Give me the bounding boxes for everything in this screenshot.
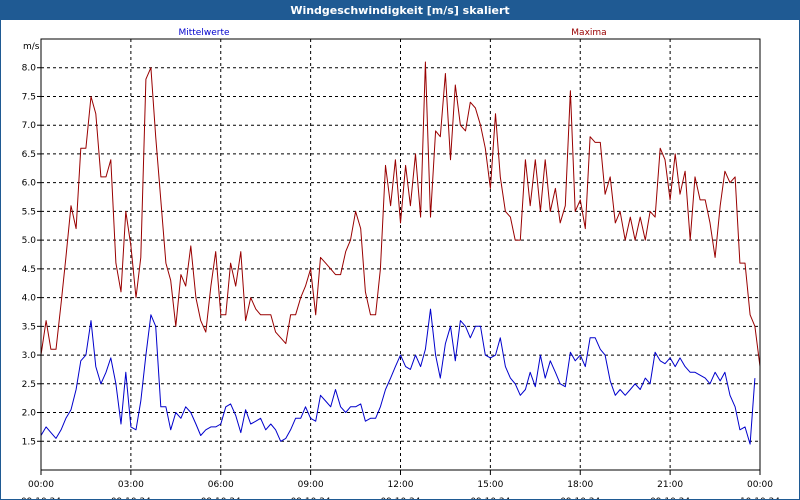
x-tick-date: 09.10.24 xyxy=(650,497,690,499)
plot-frame xyxy=(40,38,761,471)
x-tick-time: 21:00 xyxy=(657,480,683,490)
y-tick-label: 1.5 xyxy=(22,437,36,447)
y-tick-label: 8.0 xyxy=(22,64,37,74)
series-line-mittelwerte xyxy=(40,308,756,445)
x-tick-time: 00:00 xyxy=(747,480,773,490)
x-tick-date: 09.10.24 xyxy=(21,497,61,499)
series-line-maxima xyxy=(40,61,761,368)
y-axis: 1.5 2.0 2.5 3.0 3.5 4.0 4.5 5.0 5.5 6.0 6.5 7.0 7.5 8… xyxy=(22,64,41,447)
window-title: Windgeschwindigkeit [m/s] skaliert xyxy=(1,1,799,20)
y-tick-label: 7.0 xyxy=(22,121,37,131)
y-tick-label: 4.5 xyxy=(22,265,36,275)
y-tick-label: 3.0 xyxy=(22,351,37,361)
x-tick-time: 03:00 xyxy=(118,480,144,490)
legend-mittelwerte: Mittelwerte xyxy=(178,28,229,38)
y-tick-label: 3.5 xyxy=(22,322,36,332)
y-tick-label: 6.5 xyxy=(22,150,36,160)
x-tick-time: 06:00 xyxy=(208,480,234,490)
legend-maxima: Maxima xyxy=(571,28,606,38)
series-lines xyxy=(40,61,761,445)
grid-lines xyxy=(41,39,760,470)
x-tick-date: 09.10.24 xyxy=(470,497,510,499)
x-tick-date: 09.10.24 xyxy=(111,497,151,499)
x-tick-time: 15:00 xyxy=(477,480,503,490)
y-unit-label: m/s xyxy=(23,42,40,52)
x-axis: 00:00 09.10.24 03:00 09.10.24 06:00 09.10.24 0… xyxy=(21,470,780,499)
x-tick-date: 10.10.24 xyxy=(740,497,780,499)
y-tick-label: 5.5 xyxy=(22,207,36,217)
x-tick-time: 00:00 xyxy=(28,480,54,490)
y-tick-label: 4.0 xyxy=(22,294,37,304)
x-tick-date: 09.10.24 xyxy=(201,497,241,499)
y-tick-label: 2.0 xyxy=(22,409,37,419)
y-tick-label: 6.0 xyxy=(22,179,37,189)
x-tick-time: 09:00 xyxy=(298,480,324,490)
y-tick-label: 7.5 xyxy=(22,92,36,102)
x-tick-date: 09.10.24 xyxy=(560,497,600,499)
x-tick-time: 12:00 xyxy=(388,480,414,490)
x-tick-date: 09.10.24 xyxy=(291,497,331,499)
y-tick-label: 2.5 xyxy=(22,380,36,390)
wind-speed-chart: m/s Mittelwerte Maxima 1.5 2.0 2.5 3.0 3.5 4.… xyxy=(21,28,780,499)
x-tick-date: 09.10.24 xyxy=(380,497,420,499)
x-tick-time: 18:00 xyxy=(567,480,593,490)
y-tick-label: 5.0 xyxy=(22,236,37,246)
